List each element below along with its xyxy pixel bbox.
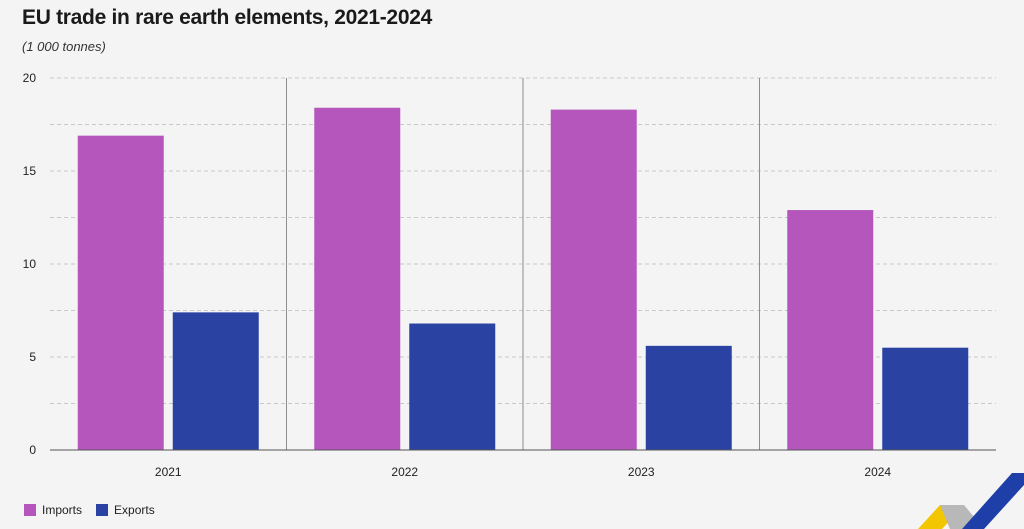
bar-imports-2021 (77, 135, 164, 450)
legend-item-exports: Exports (96, 503, 155, 517)
y-tick-label: 15 (23, 164, 37, 178)
legend: Imports Exports (24, 503, 169, 517)
x-tick-label-2021: 2021 (155, 465, 182, 479)
x-tick-label-2024: 2024 (864, 465, 891, 479)
y-tick-label: 0 (29, 443, 36, 457)
chart-title: EU trade in rare earth elements, 2021-20… (22, 6, 432, 29)
chart-subtitle: (1 000 tonnes) (22, 39, 106, 54)
y-tick-label: 10 (23, 257, 37, 271)
bar-imports-2023 (550, 109, 637, 451)
bar-exports-2024 (882, 347, 969, 450)
bar-exports-2022 (409, 323, 496, 450)
bar-imports-2022 (314, 107, 401, 450)
bar-exports-2021 (172, 312, 259, 450)
x-tick-label-2022: 2022 (391, 465, 418, 479)
eurostat-logo-icon (918, 473, 1024, 529)
legend-label-exports: Exports (114, 503, 155, 517)
legend-item-imports: Imports (24, 503, 82, 517)
legend-swatch-imports (24, 504, 36, 516)
legend-swatch-exports (96, 504, 109, 516)
legend-label-imports: Imports (42, 503, 83, 517)
bar-imports-2024 (787, 210, 874, 450)
bar-exports-2023 (645, 345, 732, 450)
y-tick-label: 5 (29, 350, 36, 364)
y-tick-label: 20 (23, 71, 37, 85)
x-tick-label-2023: 2023 (628, 465, 655, 479)
